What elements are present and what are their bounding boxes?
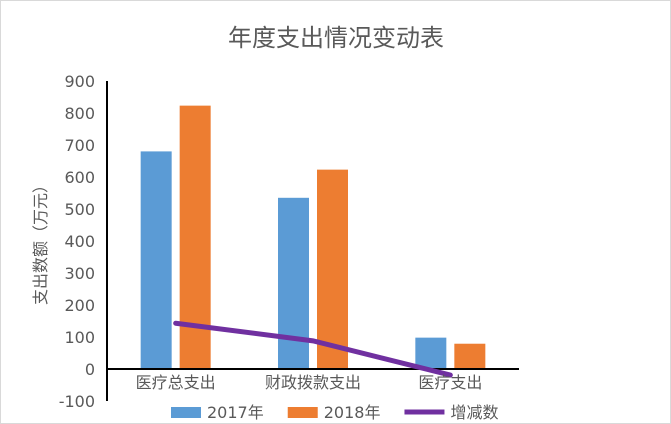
y-tick-label: 200 bbox=[64, 296, 95, 315]
chart-title: 年度支出情况变动表 bbox=[228, 24, 444, 52]
bar bbox=[140, 151, 172, 369]
y-tick-label: 500 bbox=[64, 200, 95, 219]
bar bbox=[278, 197, 309, 369]
y-tick-label: 900 bbox=[64, 72, 95, 91]
bar bbox=[317, 169, 348, 369]
legend-marker bbox=[287, 407, 318, 418]
legend-label: 增减数 bbox=[450, 403, 498, 422]
y-tick-label: 100 bbox=[64, 328, 95, 347]
legend-label: 2017年 bbox=[207, 403, 264, 422]
y-tick-label: 300 bbox=[64, 264, 95, 283]
category-label: 医疗总支出 bbox=[136, 373, 216, 392]
category-label: 医疗支出 bbox=[418, 373, 482, 392]
y-tick-label: 700 bbox=[64, 136, 95, 155]
series-line bbox=[173, 320, 453, 378]
legend-marker bbox=[171, 407, 201, 418]
bar bbox=[415, 337, 447, 369]
bar bbox=[454, 343, 486, 369]
category-label: 财政拨款支出 bbox=[265, 373, 361, 392]
y-tick-label: -100 bbox=[59, 392, 95, 411]
y-tick-label: 400 bbox=[64, 232, 95, 251]
legend-label: 2018年 bbox=[324, 403, 381, 422]
y-tick-label: 800 bbox=[64, 104, 95, 123]
y-tick-label: 600 bbox=[64, 168, 95, 187]
y-axis-label: 支出数额（万元） bbox=[31, 177, 50, 305]
y-tick-label: 0 bbox=[85, 360, 95, 379]
